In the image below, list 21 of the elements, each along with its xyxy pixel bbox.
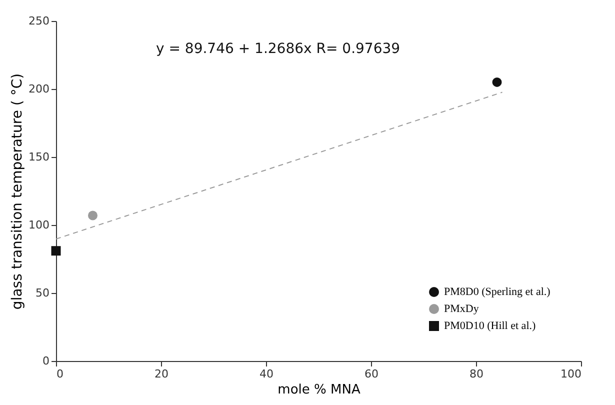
x-axis-title: mole % MNA [278,382,360,398]
legend-label: PM8D0 (Sperling et al.) [444,286,551,298]
legend-label: PM0D10 (Hill et al.) [444,320,536,332]
point [492,77,502,87]
y-tick-label: 0 [42,354,50,368]
x-tick-label: 20 [154,368,168,380]
y-tick-label: 100 [28,218,50,232]
x-tick-label: 0 [56,368,64,380]
point [88,210,98,220]
y-tick-label: 250 [28,14,50,28]
x-tick-label: 100 [560,368,582,380]
x-tick-label: 80 [470,368,484,380]
x-tick-label: 40 [260,368,274,380]
y-tick-label: 50 [36,286,50,300]
annotation: y = 89.746 + 1.2686x R= 0.97639 [156,41,400,57]
x-tick-label: 60 [364,368,378,380]
legend-label: PMxDy [444,303,480,315]
point [51,246,61,256]
y-axis-title: glass transition temperature ( °C) [10,73,26,310]
y-tick-label: 150 [28,150,50,164]
y-tick-label: 200 [28,82,50,96]
